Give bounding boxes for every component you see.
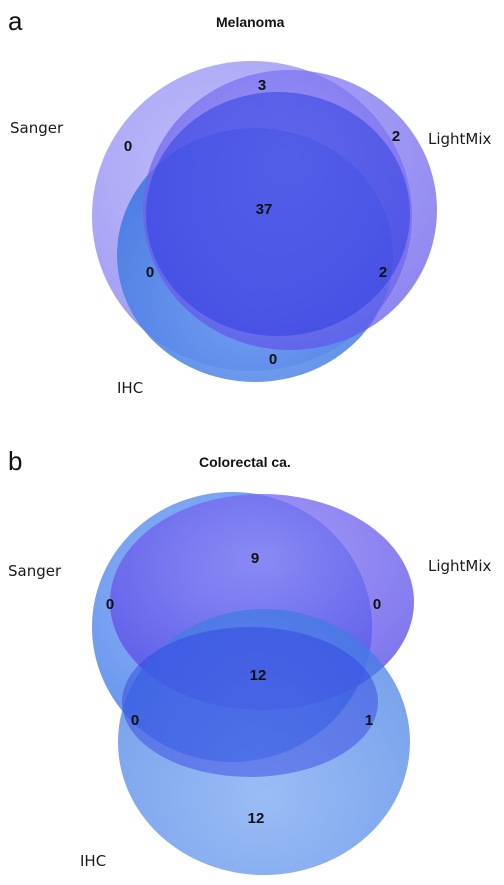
panel-a: a Melanoma Sanger LightMix IHC 3 0 2 37 …: [8, 6, 492, 397]
count-sanger-lightmix: 9: [251, 550, 259, 567]
panel-b: b Colorectal ca. Sanger LightMix IHC 9 0…: [8, 446, 492, 875]
count-lightmix-ihc: 2: [379, 264, 387, 281]
panel-title: Colorectal ca.: [199, 454, 291, 470]
count-sanger-ihc: 0: [146, 264, 154, 281]
triple-overlap-region: [146, 92, 410, 336]
count-sanger-only: 0: [106, 596, 114, 613]
count-lightmix-only: 0: [373, 596, 381, 613]
count-ihc-only: 12: [248, 810, 265, 827]
count-sanger-only: 0: [124, 138, 132, 155]
count-sanger-ihc: 0: [131, 712, 139, 729]
triple-overlap-region: [122, 627, 378, 777]
lightmix-label: LightMix: [428, 557, 492, 575]
count-sanger-lightmix: 3: [258, 77, 266, 94]
sanger-label: Sanger: [10, 119, 64, 137]
ihc-circle: [118, 609, 410, 875]
ihc-label: IHC: [80, 852, 106, 870]
count-lightmix-only: 2: [392, 128, 400, 145]
count-lightmix-ihc: 1: [365, 712, 373, 729]
panel-letter: b: [8, 446, 22, 476]
sanger-label: Sanger: [8, 562, 62, 580]
count-ihc-only: 0: [269, 351, 277, 368]
count-all-three: 12: [250, 667, 267, 684]
panel-title: Melanoma: [216, 14, 285, 30]
panel-letter: a: [8, 6, 23, 36]
lightmix-label: LightMix: [428, 130, 492, 148]
count-all-three: 37: [256, 201, 273, 218]
ihc-label: IHC: [117, 379, 143, 397]
